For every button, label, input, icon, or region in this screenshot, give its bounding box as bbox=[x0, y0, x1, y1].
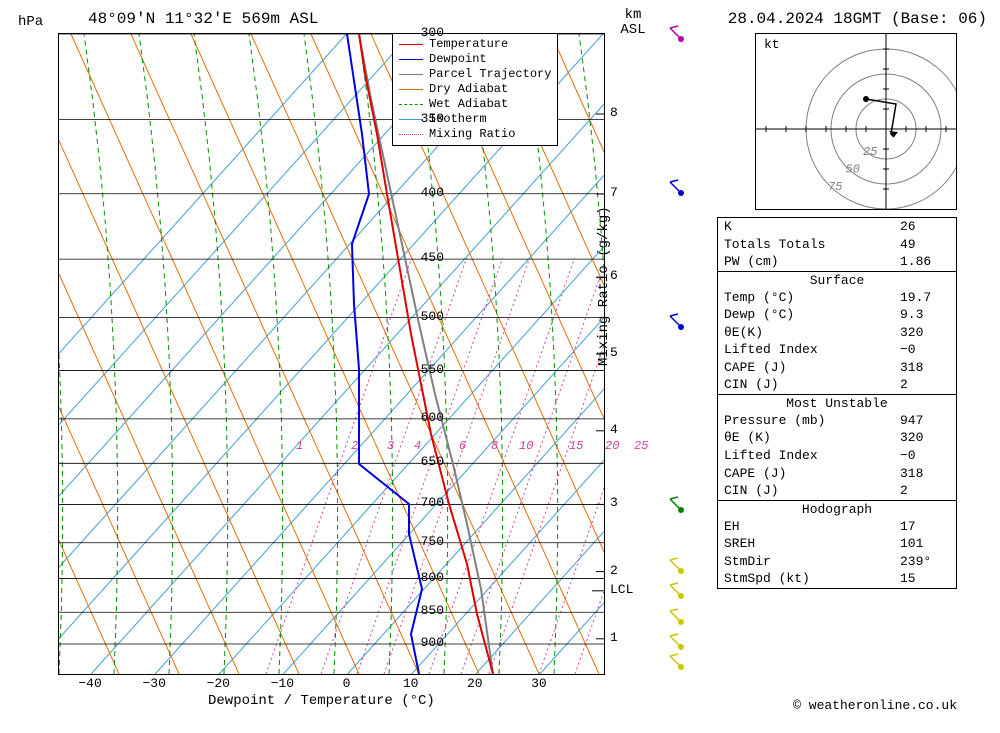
legend-item: Dewpoint bbox=[399, 52, 551, 67]
temp-tick: −40 bbox=[70, 676, 110, 691]
altitude-tick: 1 bbox=[610, 630, 640, 645]
pressure-tick: 850 bbox=[404, 603, 444, 618]
wind-barb bbox=[666, 178, 696, 208]
mixing-ratio-label: 6 bbox=[459, 439, 466, 453]
title-right: 28.04.2024 18GMT (Base: 06) bbox=[728, 10, 987, 28]
data-row: Pressure (mb)947 bbox=[718, 412, 956, 430]
data-row: CAPE (J)318 bbox=[718, 465, 956, 483]
data-tables: K26Totals Totals49PW (cm)1.86 Surface Te… bbox=[717, 218, 957, 589]
ylabel-pressure: hPa bbox=[18, 14, 43, 30]
wind-barb bbox=[666, 495, 696, 525]
ylabel-altitude: kmASL bbox=[613, 8, 653, 39]
temp-tick: 20 bbox=[455, 676, 495, 691]
lcl-marker: LCL bbox=[610, 582, 633, 597]
pressure-tick: 800 bbox=[404, 570, 444, 585]
data-row: EH17 bbox=[718, 518, 956, 536]
data-row: Temp (°C)19.7 bbox=[718, 289, 956, 307]
svg-text:50: 50 bbox=[846, 163, 860, 177]
temp-tick: 10 bbox=[391, 676, 431, 691]
mixing-ratio-label: 10 bbox=[519, 439, 533, 453]
temp-tick: −30 bbox=[134, 676, 174, 691]
altitude-tick: 7 bbox=[610, 185, 640, 200]
most-unstable-header: Most Unstable bbox=[718, 395, 956, 412]
mixing-ratio-label: 25 bbox=[634, 439, 648, 453]
temp-tick: 0 bbox=[327, 676, 367, 691]
svg-text:75: 75 bbox=[828, 180, 842, 194]
wind-barb bbox=[666, 652, 696, 682]
wind-barb bbox=[666, 556, 696, 586]
wind-barb bbox=[666, 24, 696, 54]
data-row: CAPE (J)318 bbox=[718, 359, 956, 377]
mixing-ratio-label: 20 bbox=[605, 439, 619, 453]
mixing-ratio-label: 2 bbox=[351, 439, 358, 453]
data-row: Lifted Index−0 bbox=[718, 341, 956, 359]
svg-text:25: 25 bbox=[863, 145, 877, 159]
legend-item: Parcel Trajectory bbox=[399, 67, 551, 82]
pressure-tick: 400 bbox=[404, 185, 444, 200]
temp-tick: −10 bbox=[262, 676, 302, 691]
altitude-tick: 8 bbox=[610, 105, 640, 120]
altitude-tick: 4 bbox=[610, 422, 640, 437]
wind-barb bbox=[666, 312, 696, 342]
xlabel-temperature: Dewpoint / Temperature (°C) bbox=[208, 693, 435, 709]
temp-tick: 30 bbox=[519, 676, 559, 691]
data-row: Lifted Index−0 bbox=[718, 447, 956, 465]
legend-item: Dry Adiabat bbox=[399, 82, 551, 97]
altitude-tick: 6 bbox=[610, 268, 640, 283]
title-left: 48°09'N 11°32'E 569m ASL bbox=[88, 10, 318, 28]
svg-text:kt: kt bbox=[764, 37, 780, 52]
hodograph: 2550 75 kt bbox=[755, 33, 957, 210]
pressure-tick: 350 bbox=[404, 111, 444, 126]
data-row: CIN (J)2 bbox=[718, 482, 956, 500]
pressure-tick: 700 bbox=[404, 495, 444, 510]
legend: TemperatureDewpointParcel TrajectoryDry … bbox=[392, 33, 558, 146]
altitude-tick: 5 bbox=[610, 345, 640, 360]
pressure-tick: 750 bbox=[404, 534, 444, 549]
data-row: StmSpd (kt)15 bbox=[718, 570, 956, 588]
copyright: © weatheronline.co.uk bbox=[793, 698, 957, 713]
surface-header: Surface bbox=[718, 272, 956, 289]
data-row: θE(K)320 bbox=[718, 324, 956, 342]
altitude-tick: 3 bbox=[610, 495, 640, 510]
hodograph-header: Hodograph bbox=[718, 501, 956, 518]
data-row: Dewp (°C)9.3 bbox=[718, 306, 956, 324]
altitude-tick: 2 bbox=[610, 563, 640, 578]
pressure-tick: 650 bbox=[404, 454, 444, 469]
wind-barb bbox=[666, 581, 696, 611]
pressure-tick: 300 bbox=[404, 25, 444, 40]
data-row: CIN (J)2 bbox=[718, 376, 956, 394]
data-row: K26 bbox=[718, 218, 956, 236]
pressure-tick: 900 bbox=[404, 635, 444, 650]
mixing-ratio-label: 8 bbox=[491, 439, 498, 453]
data-row: PW (cm)1.86 bbox=[718, 253, 956, 271]
mixing-ratio-label: 1 bbox=[296, 439, 303, 453]
legend-item: Mixing Ratio bbox=[399, 127, 551, 142]
pressure-tick: 550 bbox=[404, 362, 444, 377]
mixing-ratio-label: 4 bbox=[414, 439, 421, 453]
pressure-tick: 450 bbox=[404, 250, 444, 265]
temp-tick: −20 bbox=[198, 676, 238, 691]
data-row: StmDir239° bbox=[718, 553, 956, 571]
pressure-tick: 500 bbox=[404, 309, 444, 324]
mixing-ratio-label: 3 bbox=[387, 439, 394, 453]
pressure-tick: 600 bbox=[404, 410, 444, 425]
wind-barb bbox=[666, 607, 696, 637]
wind-barb bbox=[666, 632, 696, 662]
data-row: Totals Totals49 bbox=[718, 236, 956, 254]
data-row: SREH101 bbox=[718, 535, 956, 553]
mixing-ratio-label: 15 bbox=[569, 439, 583, 453]
data-row: θE (K)320 bbox=[718, 429, 956, 447]
